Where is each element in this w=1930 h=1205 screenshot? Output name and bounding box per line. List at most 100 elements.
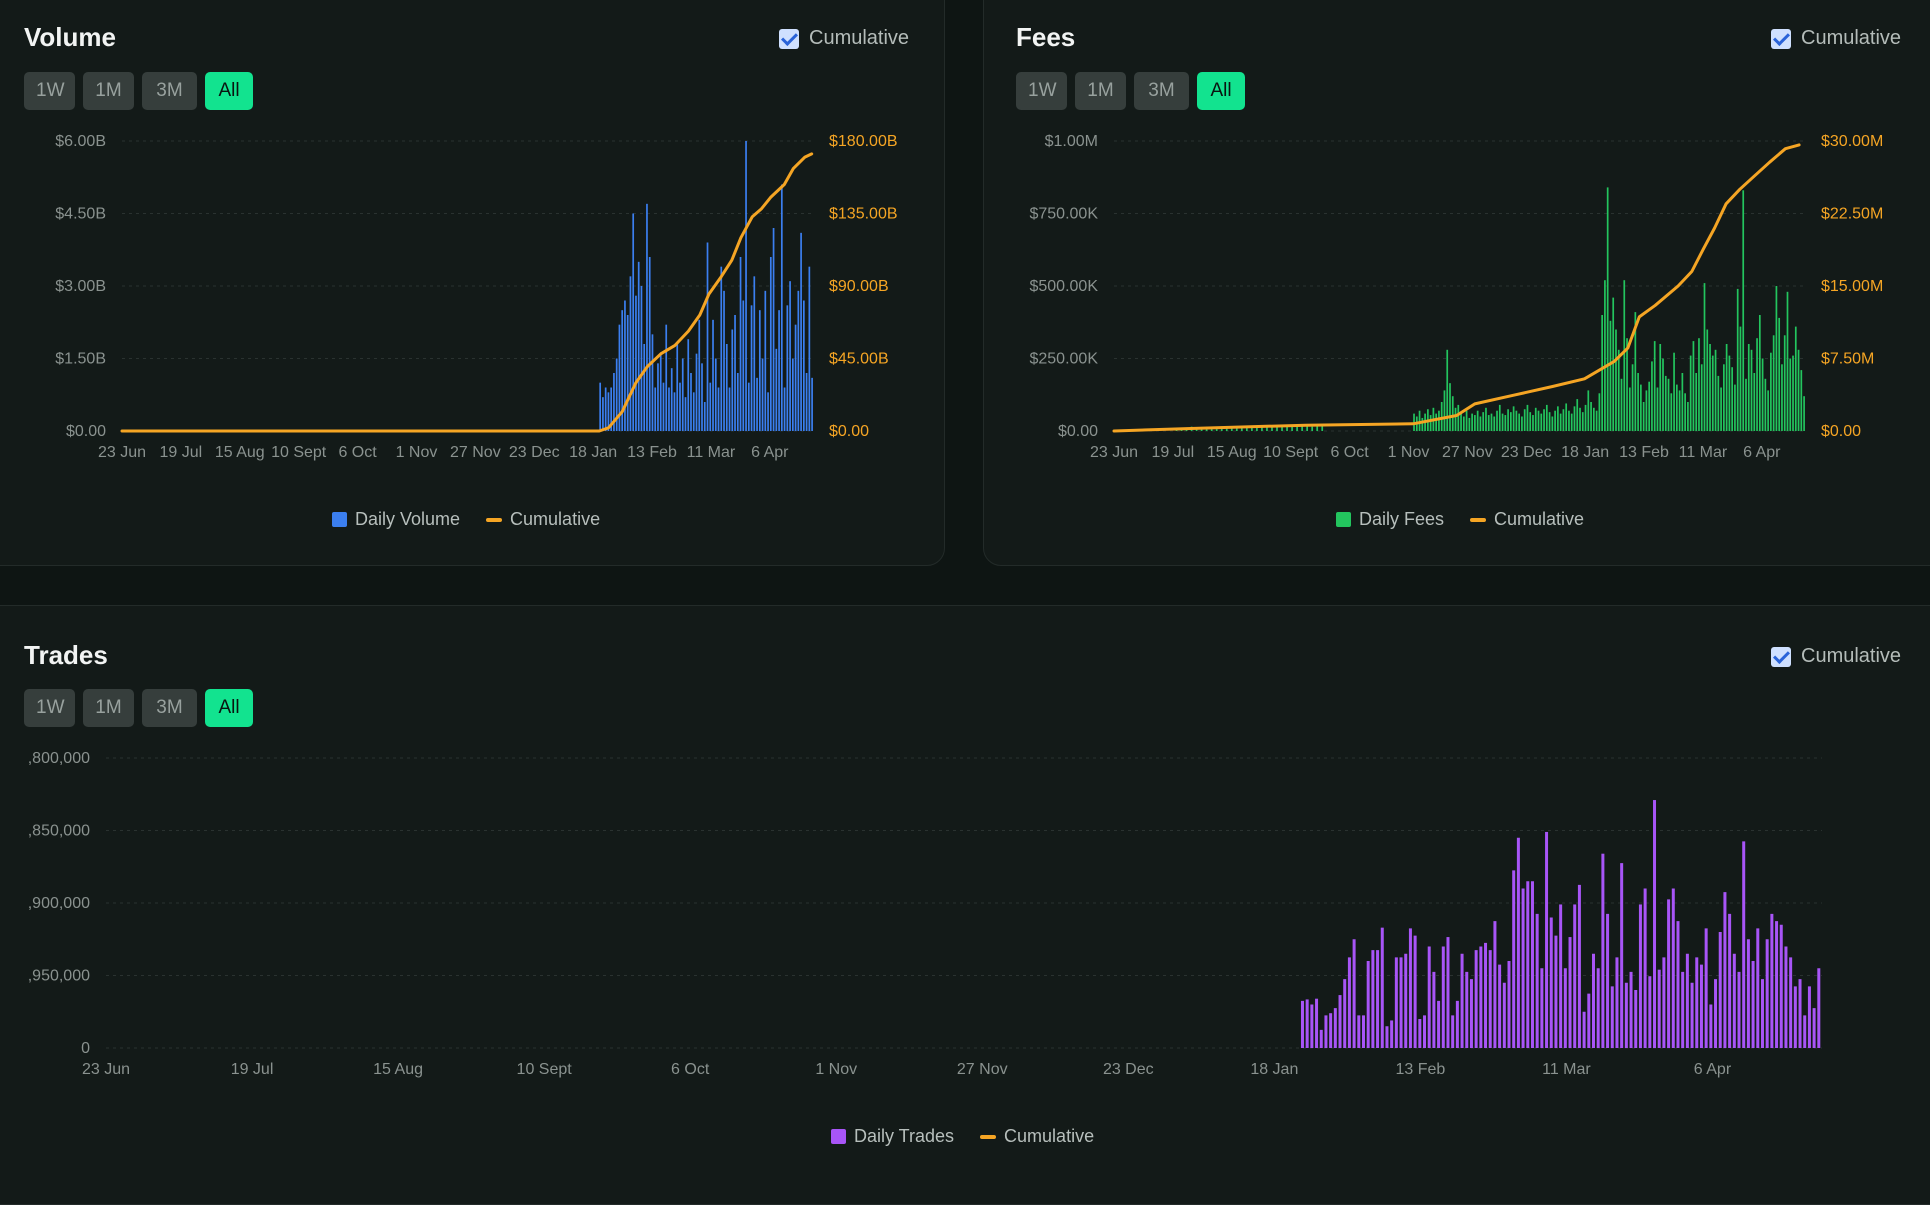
daily-bar [1615, 329, 1617, 431]
range-1w-button[interactable]: 1W [24, 689, 75, 727]
range-1w-button[interactable]: 1W [24, 72, 75, 110]
daily-bar [1645, 390, 1648, 431]
daily-bar [1462, 416, 1465, 431]
legend-daily-fees[interactable]: Daily Fees [1336, 509, 1444, 530]
daily-bar [1742, 841, 1746, 1048]
legend-daily-volume[interactable]: Daily Volume [332, 509, 460, 530]
range-1m-button[interactable]: 1M [83, 689, 134, 727]
daily-bar [1516, 837, 1520, 1048]
trades-cumulative-toggle[interactable]: Cumulative [1771, 645, 1901, 668]
volume-cumulative-toggle[interactable]: Cumulative [779, 27, 909, 50]
daily-bar [1251, 427, 1253, 431]
daily-bar [676, 344, 679, 431]
daily-bar [1606, 913, 1610, 1048]
daily-bar [1423, 1015, 1427, 1048]
trades-chart: 0 ,950,000 ,900,000 ,850,000 ,800,000 23 Jun 1… [28, 750, 1822, 1078]
x-tick-label: 19 Jul [160, 444, 203, 461]
daily-bar [1521, 888, 1525, 1048]
legend-label: Daily Trades [854, 1126, 955, 1146]
y-tick-label: ,850,000 [28, 823, 90, 840]
x-tick-label: 27 Nov [957, 1061, 1008, 1078]
legend-cumulative[interactable]: Cumulative [980, 1126, 1094, 1147]
x-tick-label: 18 Jan [569, 444, 617, 461]
daily-bar [1507, 961, 1511, 1048]
trades-title: Trades [24, 640, 108, 670]
range-all-button[interactable]: All [205, 72, 253, 110]
legend-swatch [1336, 512, 1351, 527]
daily-bar [665, 324, 668, 431]
daily-bar [1521, 416, 1523, 431]
y-tick-label: $4.50B [55, 206, 106, 223]
daily-bar [1438, 410, 1440, 431]
daily-bar [1421, 417, 1424, 431]
daily-bar [1615, 957, 1619, 1048]
x-tick-label: 10 Sept [517, 1061, 573, 1078]
daily-bar [1324, 1015, 1328, 1048]
daily-bar [764, 290, 767, 431]
range-3m-button[interactable]: 3M [142, 689, 197, 727]
daily-bar [780, 184, 783, 431]
daily-bar [1537, 410, 1540, 431]
range-1m-button[interactable]: 1M [83, 72, 134, 110]
checkbox-checked-icon[interactable] [779, 28, 799, 49]
daily-bar [640, 286, 643, 431]
daily-bar [1670, 393, 1673, 431]
daily-bar [1595, 410, 1598, 431]
x-tick-label: 27 Nov [450, 444, 501, 461]
daily-bar [1742, 190, 1745, 431]
daily-bar [1653, 341, 1656, 431]
daily-bar [1723, 364, 1725, 431]
legend-cumulative[interactable]: Cumulative [486, 509, 600, 530]
checkbox-checked-icon[interactable] [1771, 28, 1791, 49]
daily-bar [1731, 367, 1734, 431]
daily-bar [662, 382, 665, 431]
daily-bar [1703, 283, 1706, 431]
daily-bar [1617, 349, 1620, 431]
legend-daily-trades[interactable]: Daily Trades [831, 1126, 954, 1147]
daily-bar [1565, 403, 1568, 431]
daily-bar [1455, 1000, 1459, 1048]
range-1w-button[interactable]: 1W [1016, 72, 1067, 110]
range-1m-button[interactable]: 1M [1075, 72, 1126, 110]
daily-bar [607, 392, 610, 431]
x-tick-label: 11 Mar [1542, 1061, 1591, 1078]
daily-bar [613, 373, 615, 431]
range-3m-button[interactable]: 3M [1134, 72, 1189, 110]
daily-bar [1371, 950, 1375, 1048]
daily-bar [1783, 335, 1786, 431]
trades-legend: Daily Trades Cumulative [831, 1126, 1094, 1147]
daily-bar [1695, 957, 1699, 1048]
daily-bar [1256, 427, 1258, 431]
range-all-button[interactable]: All [1197, 72, 1245, 110]
legend-cumulative[interactable]: Cumulative [1470, 509, 1584, 530]
daily-bar [1690, 982, 1694, 1048]
daily-bar [1681, 971, 1685, 1048]
fees-cumulative-toggle[interactable]: Cumulative [1771, 27, 1901, 50]
daily-bar [1747, 344, 1750, 431]
daily-bar [1347, 957, 1351, 1048]
range-all-button[interactable]: All [205, 689, 253, 727]
daily-bar [1427, 946, 1431, 1048]
daily-bar [1281, 426, 1283, 431]
daily-bar [1225, 427, 1228, 431]
daily-bar [1554, 935, 1558, 1048]
daily-bar [1634, 312, 1637, 431]
range-3m-button[interactable]: 3M [142, 72, 197, 110]
daily-bar [1530, 881, 1534, 1048]
daily-bar [1476, 410, 1479, 431]
legend-label: Cumulative [1494, 509, 1585, 529]
daily-bar [1493, 416, 1496, 431]
daily-bar [1545, 831, 1549, 1048]
daily-bar [695, 353, 698, 431]
daily-bar [1311, 426, 1314, 431]
daily-bar [654, 387, 657, 431]
checkbox-checked-icon[interactable] [1771, 646, 1791, 667]
daily-bar [1681, 373, 1684, 431]
daily-bar [1756, 928, 1760, 1048]
daily-bar [679, 382, 681, 431]
daily-bar [1465, 971, 1469, 1048]
y2-tick-label: $0.00 [1821, 423, 1861, 440]
fees-title: Fees [1016, 22, 1076, 52]
daily-bar [1380, 927, 1384, 1048]
daily-bar [1728, 355, 1731, 431]
